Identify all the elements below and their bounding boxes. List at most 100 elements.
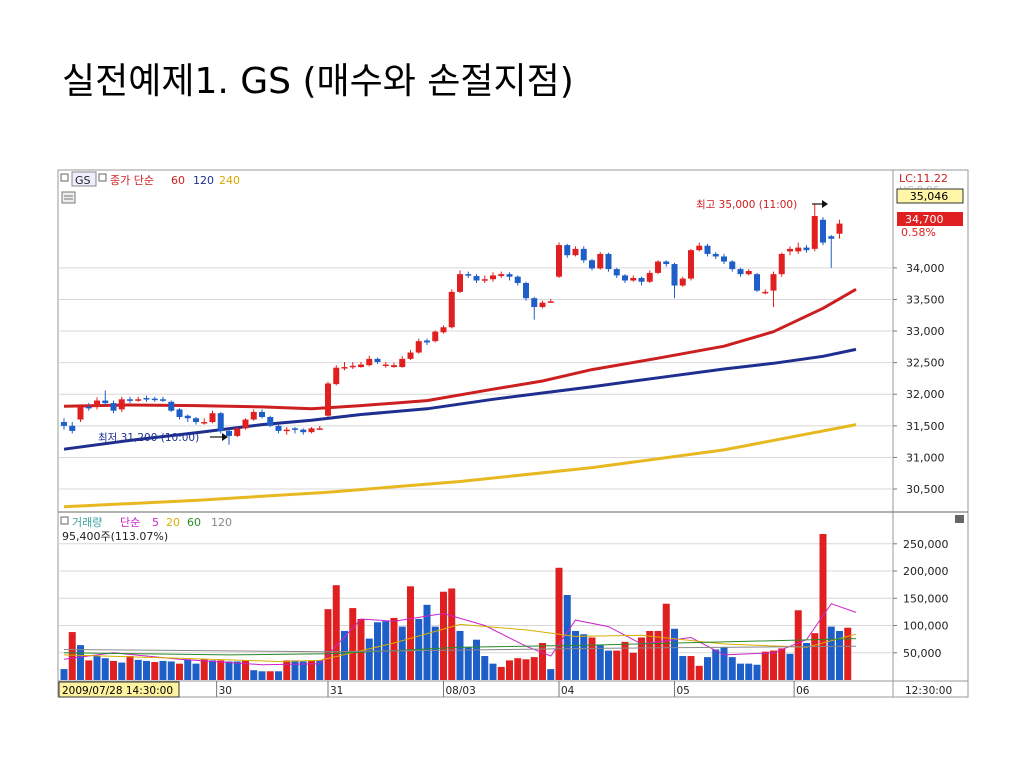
candle-body (300, 429, 307, 433)
slide-title: 실전예제1. GS (매수와 손절지점) (62, 61, 574, 102)
grid-toggle-icon[interactable] (61, 191, 76, 204)
candle-body (250, 411, 257, 420)
volume-bar (803, 642, 810, 680)
candle-body (259, 411, 265, 417)
volume-bar (712, 649, 720, 680)
candle-body (77, 406, 84, 420)
price-tick-label: 34,000 (906, 262, 945, 275)
volume-bar (266, 671, 274, 680)
last-price-badge (896, 188, 964, 204)
candle-body (217, 413, 224, 431)
volume-bar (827, 626, 835, 680)
current-price-text: 34,700 (905, 213, 944, 226)
candle-body (151, 398, 158, 401)
volume-bar (217, 660, 225, 680)
candle-body (415, 341, 422, 353)
high-arrow-head-icon (822, 200, 828, 208)
volume-bar (118, 662, 126, 680)
candle-body (201, 422, 208, 424)
candle-body (754, 274, 760, 291)
time-tick-label: 30 (219, 685, 232, 697)
volume-bar (580, 634, 588, 680)
candle-body (440, 327, 447, 333)
volume-bar (695, 665, 703, 680)
candle-body (424, 340, 430, 343)
corner-time: 12:30:00 (905, 685, 952, 697)
candle-body (795, 247, 802, 252)
candle-body (308, 428, 315, 433)
candle-body (407, 352, 414, 359)
candle-body (61, 422, 67, 426)
volume-bar (357, 618, 365, 680)
candle-body (638, 277, 645, 282)
volume-bar (159, 660, 167, 680)
low-arrow-head-icon (222, 433, 228, 441)
candle-body (572, 248, 579, 256)
price-tick-label: 31,500 (906, 420, 945, 433)
volume-bar (596, 645, 604, 680)
volume-bar (638, 637, 645, 680)
volume-bar (423, 604, 431, 680)
ma-line-60 (63, 288, 857, 411)
volume-bar (621, 641, 629, 680)
panel-minimize-icon[interactable] (955, 515, 964, 523)
candle-body (432, 331, 439, 342)
candle-body (597, 253, 604, 269)
volume-bar (390, 617, 398, 680)
last-price-text: 35,046 (910, 190, 949, 203)
candle-body (382, 364, 389, 367)
volume-bar (93, 656, 101, 680)
volume-tick-label: 150,000 (903, 592, 949, 605)
candle-body (465, 274, 472, 276)
volume-bar (786, 653, 794, 680)
candle-body (160, 399, 166, 401)
volume-bar (365, 638, 373, 680)
volume-bar (613, 650, 621, 680)
volume-bar (497, 666, 505, 680)
candle-body (613, 269, 620, 276)
volume-bar (349, 608, 357, 680)
volume-bar (250, 670, 258, 680)
candle-body (102, 400, 109, 404)
symbol-chip[interactable] (71, 171, 97, 187)
volume-axis-ticks: 250,000 200,000 150,000 100,000 50,000 (893, 538, 949, 660)
volume-tick-label: 50,000 (903, 647, 942, 660)
vol-legend-ma60: 60 (187, 516, 201, 529)
volume-bar (192, 663, 200, 680)
price-grid (58, 267, 893, 490)
candle-body (498, 274, 505, 277)
candle-body (267, 416, 274, 426)
volume-bar (646, 630, 654, 680)
candle-body (770, 274, 777, 291)
price-axis-ticks: 34,000 33,500 33,000 32,500 32,000 31,500 31,0… (893, 262, 945, 496)
volume-ma-label: 단순 (120, 516, 140, 529)
volume-bar (654, 630, 662, 680)
volume-bar (200, 659, 208, 680)
volume-info: 95,400주(113.07%) (62, 530, 168, 543)
volume-bar (555, 567, 563, 680)
candle-body (671, 264, 678, 286)
candle-body (506, 274, 513, 277)
volume-bar (679, 656, 687, 680)
candle-body (622, 275, 628, 281)
candle-body (94, 400, 100, 407)
volume-bar (844, 627, 852, 680)
candle-body (580, 248, 587, 261)
volume-bar (530, 657, 538, 680)
volume-bar (225, 661, 233, 680)
legend-box-icon (60, 173, 69, 182)
volume-bar (151, 662, 159, 680)
volume-bar (167, 661, 175, 680)
volume-bar (308, 660, 315, 680)
volume-bar (448, 588, 456, 680)
candle-body (778, 253, 785, 275)
volume-bar (184, 659, 192, 680)
volume-bar (398, 626, 406, 680)
volume-bar (778, 648, 786, 680)
price-tick-label: 33,000 (906, 325, 945, 338)
volume-legend-label: 거래량 (72, 516, 102, 529)
volume-bar (671, 628, 678, 680)
candle-body (226, 430, 232, 436)
candle-body (712, 253, 719, 257)
candle-body (110, 403, 117, 411)
